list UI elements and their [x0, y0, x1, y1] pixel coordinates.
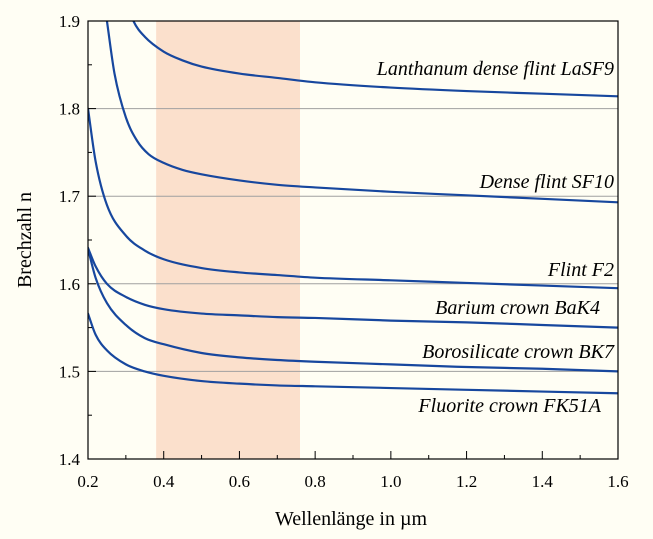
series-line	[132, 21, 618, 98]
series-label: Barium crown BaK4	[435, 297, 600, 319]
series-label: Borosilicate crown BK7	[422, 341, 615, 363]
x-tick-label: 1.6	[607, 472, 628, 491]
y-tick-label: 1.4	[59, 450, 81, 469]
series-label: Fluorite crown FK51A	[417, 395, 601, 417]
y-tick-label: 1.8	[59, 100, 80, 119]
visible-spectrum-band-rect	[156, 21, 300, 459]
visible-spectrum-band	[156, 21, 300, 459]
y-tick-label: 1.5	[59, 362, 80, 381]
series-line	[88, 312, 618, 395]
series-label: Lanthanum dense flint LaSF9	[376, 58, 614, 80]
x-tick-label: 0.2	[77, 472, 98, 491]
x-tick-label: 0.4	[153, 472, 175, 491]
grid-lines	[88, 108, 618, 372]
series-line	[88, 247, 618, 373]
x-tick-label: 1.2	[456, 472, 477, 491]
series-line	[88, 246, 618, 329]
x-tick-label: 1.4	[532, 472, 554, 491]
series-label: Flint F2	[547, 259, 614, 281]
series-line	[105, 21, 618, 204]
x-tick-label: 0.8	[305, 472, 326, 491]
x-tick-label: 1.0	[380, 472, 401, 491]
x-tick-label: 0.6	[229, 472, 250, 491]
series-lines	[88, 21, 618, 395]
x-axis-label: Wellenlänge in µm	[275, 508, 428, 530]
series-line	[88, 107, 618, 290]
y-tick-label: 1.7	[59, 187, 81, 206]
series-label: Dense flint SF10	[479, 171, 614, 193]
axes: 0.2 0.4 0.6 0.8 1.0 1.2 1.4 1.6 1.4 1.5 1.6 1.7 1.8 1…	[59, 12, 629, 491]
y-tick-label: 1.9	[59, 12, 80, 31]
y-axis-label: Brechzahl n	[14, 192, 36, 288]
y-tick-label: 1.6	[59, 275, 80, 294]
series-labels: Lanthanum dense flint LaSF9 Dense flint S…	[376, 58, 615, 417]
